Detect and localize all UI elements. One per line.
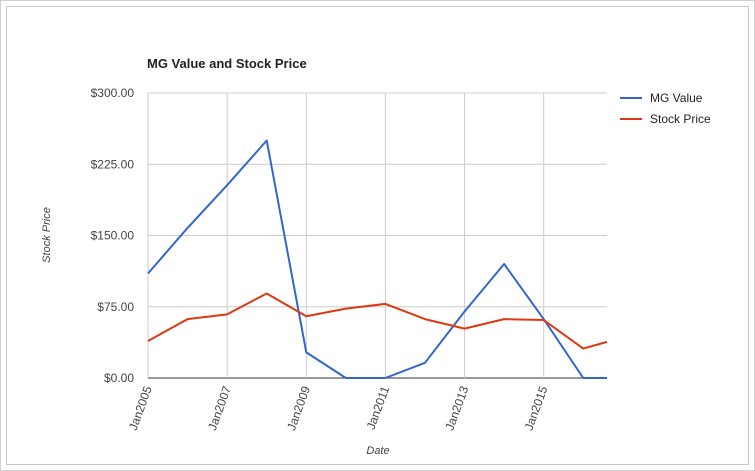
y-tick-label: $150.00 <box>91 229 135 243</box>
legend-label: Stock Price <box>650 112 711 126</box>
y-axis-label: Stock Price <box>41 207 53 263</box>
chart-title: MG Value and Stock Price <box>147 56 307 71</box>
y-tick-label: $0.00 <box>104 371 134 385</box>
legend-label: MG Value <box>650 91 703 105</box>
y-tick-label: $300.00 <box>91 86 135 100</box>
y-tick-label: $75.00 <box>97 300 134 314</box>
y-tick-label: $225.00 <box>91 157 135 171</box>
x-axis-label: Date <box>366 445 389 457</box>
series-line <box>147 292 608 350</box>
